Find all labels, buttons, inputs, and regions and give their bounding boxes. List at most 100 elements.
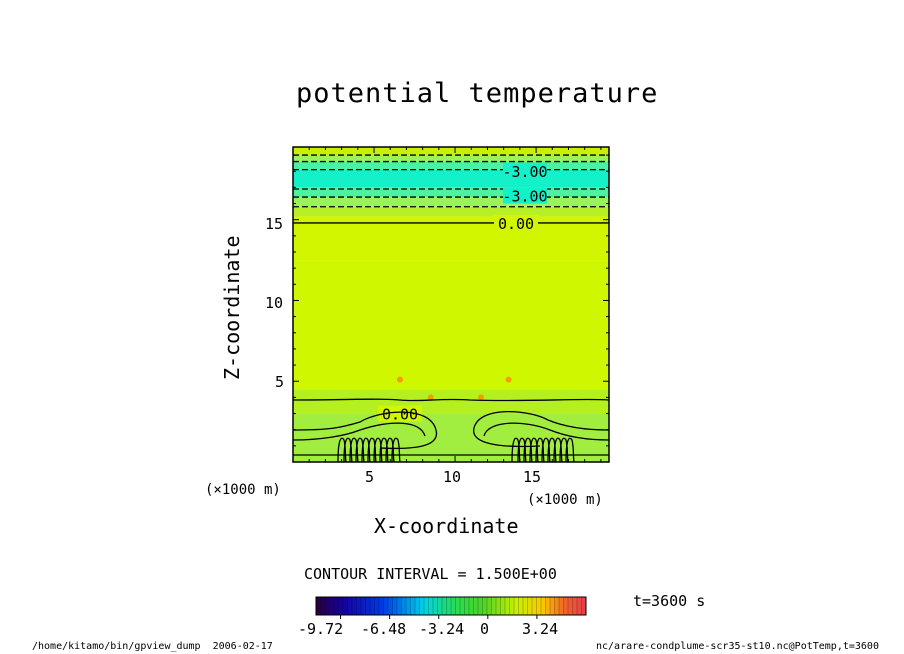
colorbar-cell (559, 597, 564, 615)
x-axis-ticks (308, 147, 602, 462)
contour-label-bg (378, 405, 422, 422)
colorbar-cell (401, 597, 407, 615)
heatmap-hotspot (477, 394, 484, 401)
x-tick-label: 10 (443, 468, 462, 486)
y-tick-label: 15 (265, 215, 284, 233)
colorbar-cell (545, 597, 551, 615)
contour-label-bg (503, 163, 547, 180)
contour-line (391, 437, 401, 463)
x-axis-unit: (×1000 m) (527, 492, 603, 508)
colorbar-cell (536, 597, 542, 615)
contour-line (373, 437, 383, 463)
colorbar-cell (455, 597, 461, 615)
y-axis-label: Z-coordinate (220, 235, 244, 381)
contour-line (385, 437, 395, 463)
contour-line (529, 437, 539, 463)
colorbar-cell (541, 597, 546, 615)
heatmap-band (293, 260, 609, 390)
colorbar-cell (419, 597, 425, 615)
colorbar-cell (469, 597, 474, 615)
y-axis-ticks (293, 154, 609, 447)
colorbar-cell (352, 597, 357, 615)
contour-line (565, 437, 575, 463)
colorbar-cell (451, 597, 456, 615)
contour-line (483, 422, 610, 441)
colorbar-cell (505, 597, 510, 615)
colorbar-cell (568, 597, 573, 615)
colorbar-cell (370, 597, 375, 615)
colorbar-cell (478, 597, 483, 615)
colorbar-cell (424, 597, 429, 615)
colorbar-cell (509, 597, 515, 615)
heatmap-hotspot (505, 376, 512, 383)
contour-line (547, 437, 557, 463)
contour-line (517, 437, 527, 463)
colorbar-cell (518, 597, 524, 615)
y-tick-label: 10 (265, 294, 284, 312)
colorbar-cell (415, 597, 420, 615)
colorbar-cell (460, 597, 465, 615)
colorbar-cell (406, 597, 411, 615)
colorbar-cell (379, 597, 384, 615)
colorbar-cell (464, 597, 470, 615)
colorbar-cell (361, 597, 366, 615)
colorbar-tick-label: -3.24 (419, 620, 465, 638)
colorbar-cell (577, 597, 582, 615)
heatmap-band (293, 389, 609, 414)
colorbar-cell (442, 597, 447, 615)
x-tick-label: 5 (365, 468, 375, 486)
contour-label: -3.00 (502, 187, 547, 205)
colorbar-cell (392, 597, 398, 615)
contour-line (349, 437, 359, 463)
footer-data-file: nc/arare-condplume-scr35-st10.nc@PotTemp… (596, 641, 879, 652)
colorbar-cell (581, 597, 587, 615)
colorbar-cell (572, 597, 578, 615)
colorbar-cell (500, 597, 506, 615)
contour-line (292, 411, 438, 450)
contour-line (292, 422, 426, 441)
heatmap-band (293, 155, 609, 162)
colorbar-cell (554, 597, 560, 615)
contour-label-bg (494, 214, 538, 231)
contour-line (292, 398, 610, 402)
colorbar-cell (388, 597, 393, 615)
colorbar-cell (473, 597, 479, 615)
colorbar-cell (496, 597, 501, 615)
plot-frame (292, 146, 610, 463)
colorbar-tick-label: -6.48 (361, 620, 407, 638)
contour-line (337, 437, 347, 463)
colorbar-cell (320, 597, 326, 615)
colorbar-cell (437, 597, 443, 615)
colorbar-cell (433, 597, 438, 615)
y-tick-label: 5 (275, 373, 285, 391)
colorbar-cell (523, 597, 528, 615)
colorbar-cell (550, 597, 555, 615)
colorbar-cell (491, 597, 497, 615)
contour-label: 0.00 (498, 215, 534, 233)
time-label: t=3600 s (633, 592, 706, 610)
colorbar-cell (343, 597, 348, 615)
x-tick-label: 15 (523, 468, 542, 486)
contour-line (379, 437, 389, 463)
colorbar-cell (334, 597, 339, 615)
colorbar-cell (397, 597, 402, 615)
contour-line (367, 437, 377, 463)
colorbar-cell (410, 597, 416, 615)
colorbar-tick-label: 3.24 (522, 620, 559, 638)
contour-line (343, 437, 353, 463)
colorbar-cell (338, 597, 344, 615)
colorbar-cell (514, 597, 519, 615)
colorbar-cell (482, 597, 488, 615)
colorbar-cell (383, 597, 389, 615)
contour-line (541, 437, 551, 463)
colorbar-cell (487, 597, 492, 615)
colorbar-frame (315, 596, 587, 616)
heatmap-band (293, 187, 609, 198)
heatmap-band (293, 161, 609, 170)
colorbar (315, 596, 587, 616)
heatmap-hotspot (396, 376, 403, 383)
heatmap-band (293, 169, 609, 188)
contour-line (523, 437, 533, 463)
heatmap-band (293, 216, 609, 261)
